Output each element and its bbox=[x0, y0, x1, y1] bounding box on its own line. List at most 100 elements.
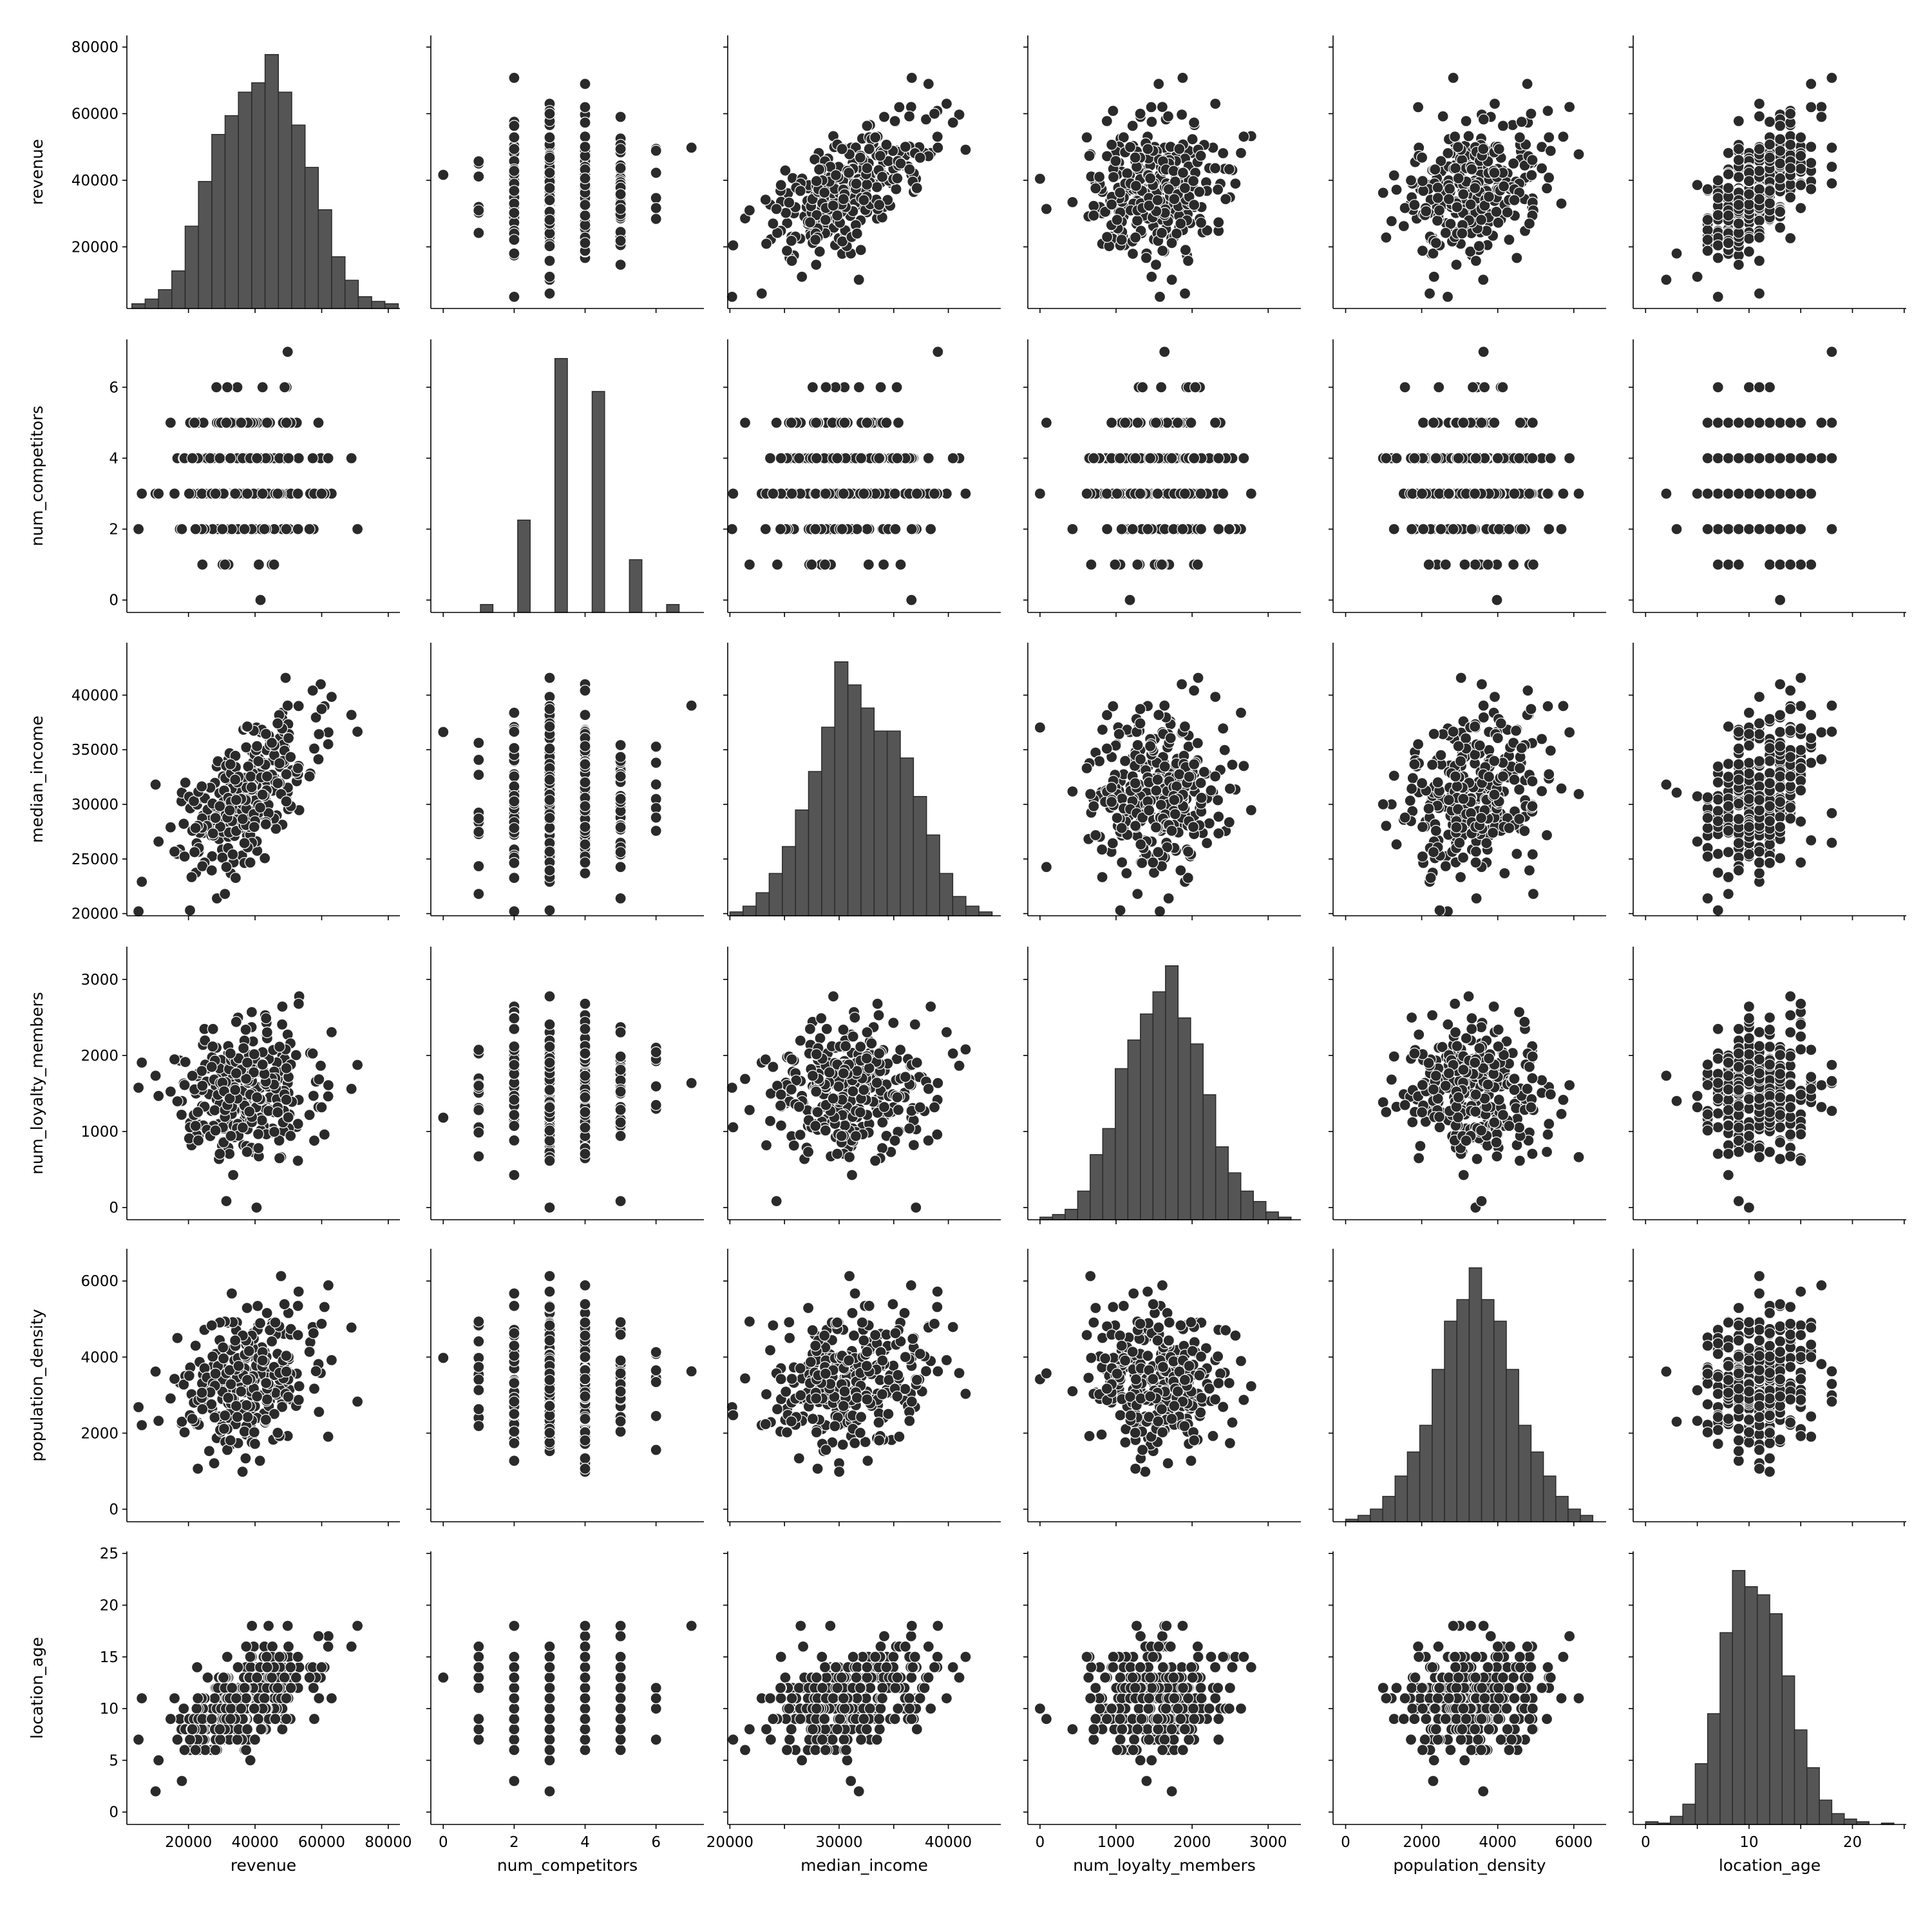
scatter-point bbox=[650, 202, 662, 214]
scatter-point bbox=[903, 110, 916, 122]
scatter-point bbox=[1805, 558, 1817, 571]
scatter-point bbox=[1805, 140, 1817, 153]
scatter-point bbox=[1433, 204, 1446, 216]
scatter-point bbox=[1573, 788, 1585, 800]
scatter-point bbox=[579, 685, 591, 697]
scatter-point bbox=[743, 204, 756, 216]
scatter-point bbox=[1452, 740, 1464, 752]
scatter-point bbox=[1034, 173, 1046, 185]
scatter-point bbox=[1150, 821, 1162, 833]
scatter-point bbox=[1795, 723, 1807, 735]
scatter-point bbox=[726, 290, 738, 303]
scatter-point bbox=[292, 452, 305, 464]
scatter-point bbox=[579, 131, 591, 143]
scatter-point bbox=[508, 290, 520, 303]
scatter-point bbox=[1805, 757, 1817, 769]
scatter-point bbox=[1136, 857, 1148, 869]
scatter-point bbox=[813, 164, 826, 176]
scatter-point bbox=[1774, 145, 1786, 157]
scatter-point bbox=[272, 488, 284, 500]
scatter-point bbox=[1805, 156, 1817, 169]
scatter-point bbox=[183, 488, 195, 500]
hist-bar-median_income bbox=[913, 796, 927, 916]
scatter-point bbox=[1146, 270, 1158, 283]
scatter-point bbox=[1195, 777, 1207, 789]
scatter-point bbox=[579, 857, 591, 869]
scatter-point bbox=[614, 892, 627, 905]
scatter-point bbox=[1449, 162, 1462, 175]
scatter-point bbox=[1785, 162, 1797, 175]
scatter-point bbox=[1815, 101, 1828, 113]
scatter-point bbox=[1712, 805, 1724, 817]
scatter-point bbox=[1150, 259, 1162, 271]
scatter-point bbox=[1224, 782, 1236, 795]
scatter-point bbox=[1113, 187, 1126, 199]
scatter-point bbox=[1431, 214, 1444, 227]
scatter-point bbox=[1096, 871, 1108, 884]
scatter-point bbox=[1542, 700, 1554, 712]
panel-num_competitors-vs-num_loyalty_members bbox=[1023, 339, 1301, 617]
scatter-point bbox=[1722, 209, 1734, 222]
scatter-point bbox=[1121, 167, 1133, 180]
scatter-point bbox=[189, 523, 202, 535]
scatter-point bbox=[1525, 703, 1537, 715]
scatter-point bbox=[207, 827, 219, 840]
scatter-point bbox=[1785, 812, 1797, 825]
scatter-point bbox=[1488, 417, 1501, 429]
scatter-point bbox=[1701, 245, 1714, 257]
panel-revenue-vs-num_competitors bbox=[426, 35, 704, 313]
scatter-point bbox=[508, 770, 520, 782]
scatter-point bbox=[184, 904, 196, 916]
scatter-point bbox=[1482, 191, 1495, 203]
hist-bar-revenue bbox=[211, 134, 226, 309]
scatter-point bbox=[1437, 110, 1449, 122]
scatter-point bbox=[1521, 78, 1533, 90]
scatter-point bbox=[214, 452, 226, 464]
scatter-point bbox=[760, 238, 773, 250]
scatter-point bbox=[1497, 120, 1509, 132]
scatter-point bbox=[1142, 143, 1154, 155]
scatter-point bbox=[1200, 837, 1213, 849]
scatter-point bbox=[1175, 218, 1187, 230]
scatter-point bbox=[899, 140, 912, 153]
hist-bar-revenue bbox=[278, 91, 292, 309]
scatter-point bbox=[1753, 143, 1765, 155]
scatter-point bbox=[1093, 755, 1106, 768]
scatter-point bbox=[1795, 131, 1807, 144]
scatter-point bbox=[178, 850, 191, 863]
scatter-point bbox=[307, 452, 319, 464]
scatter-point bbox=[1493, 523, 1505, 535]
scatter-point bbox=[1173, 768, 1186, 781]
scatter-point bbox=[1513, 813, 1526, 825]
scatter-point bbox=[133, 523, 145, 535]
scatter-point bbox=[1238, 760, 1250, 772]
scatter-point bbox=[1417, 523, 1430, 535]
scatter-point bbox=[1743, 739, 1755, 752]
scatter-point bbox=[1151, 488, 1164, 500]
scatter-point bbox=[579, 838, 591, 851]
scatter-point bbox=[1066, 196, 1079, 208]
scatter-point bbox=[1145, 101, 1157, 113]
scatter-point bbox=[1514, 417, 1526, 429]
scatter-point bbox=[1179, 721, 1191, 733]
scatter-point bbox=[1417, 417, 1430, 429]
scatter-point bbox=[1106, 138, 1118, 151]
scatter-point bbox=[1397, 220, 1410, 232]
scatter-point bbox=[1155, 381, 1168, 393]
scatter-point bbox=[1503, 523, 1515, 535]
scatter-point bbox=[1090, 182, 1102, 194]
scatter-point bbox=[880, 417, 893, 429]
scatter-point bbox=[1508, 157, 1520, 169]
scatter-point bbox=[1433, 381, 1445, 393]
scatter-point bbox=[1753, 523, 1765, 535]
scatter-point bbox=[861, 417, 873, 429]
scatter-point bbox=[1124, 141, 1137, 153]
scatter-point bbox=[272, 717, 284, 730]
scatter-point bbox=[1188, 758, 1200, 770]
scatter-point bbox=[1218, 744, 1231, 756]
scatter-point bbox=[544, 721, 556, 733]
scatter-point bbox=[920, 113, 933, 126]
scatter-point bbox=[1753, 452, 1765, 464]
scatter-point bbox=[1826, 142, 1838, 154]
scatter-point bbox=[544, 182, 556, 194]
